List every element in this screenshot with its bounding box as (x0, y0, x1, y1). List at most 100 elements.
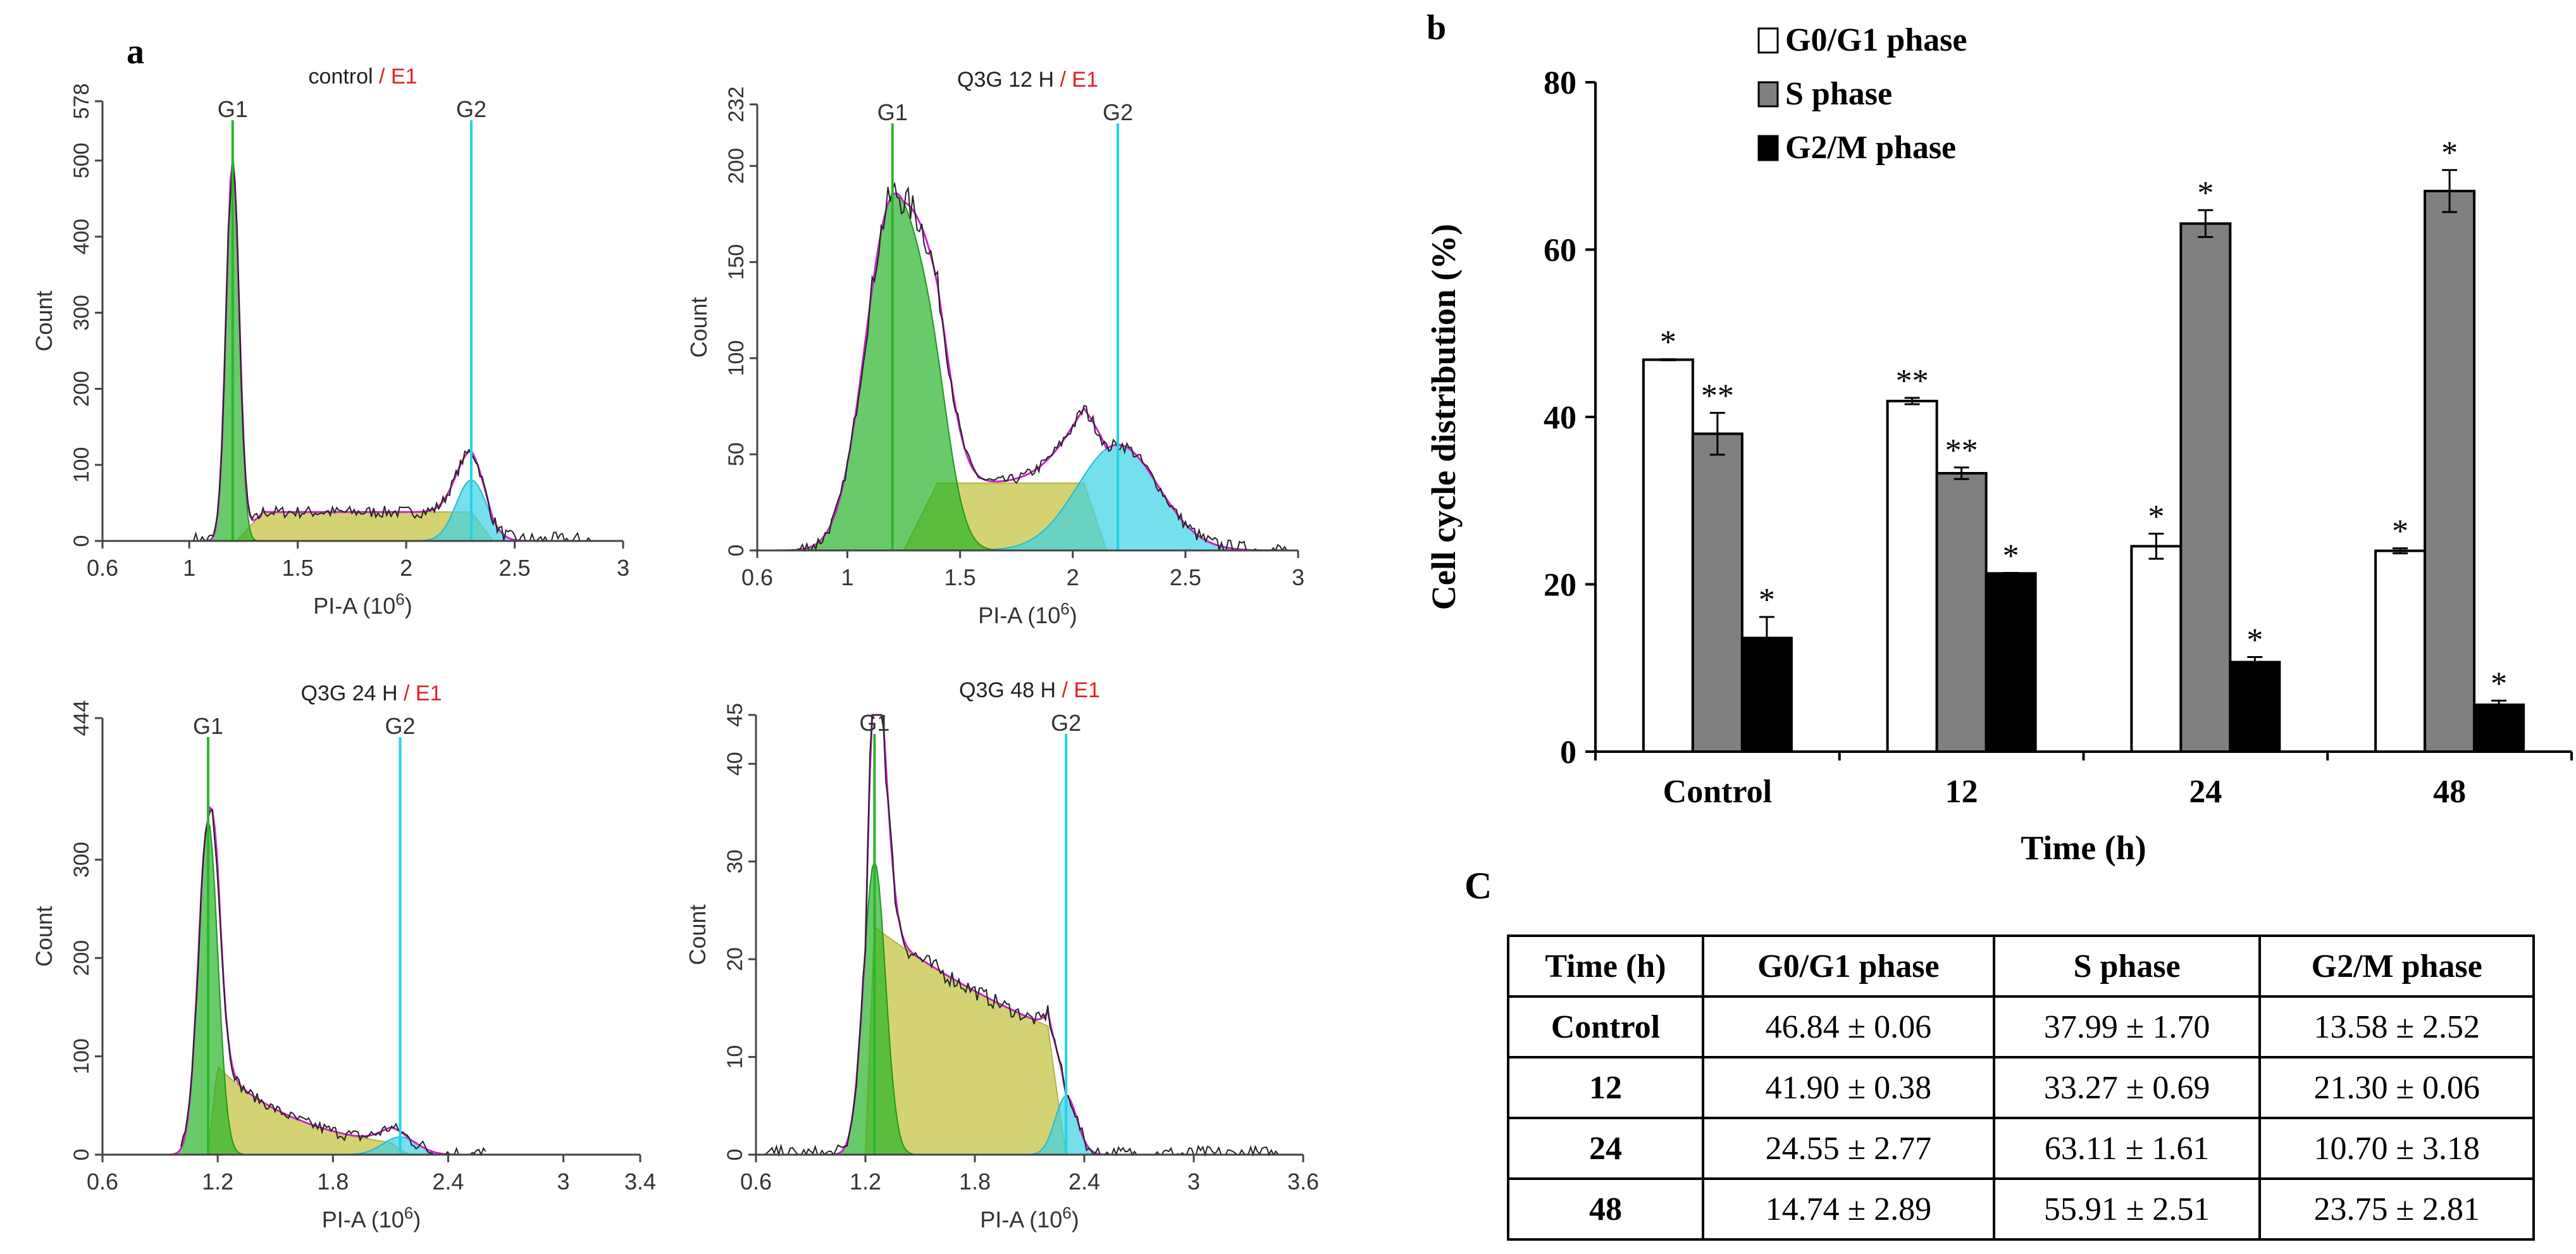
x-tick-label: 3 (557, 1169, 570, 1195)
x-tick-label: 1.8 (959, 1169, 991, 1195)
significance-label: ** (1896, 363, 1929, 399)
histogram-data-line (764, 714, 1292, 1157)
bar (2130, 545, 2183, 753)
bar (2374, 549, 2427, 753)
histogram-panel: Q3G 48 H / E1 G1 G2 0.6 1.2 1.8 2.4 3 3.6 0 10 20 30… (684, 678, 1319, 1232)
table-cell: 23.75 ± 2.81 (2258, 1177, 2535, 1241)
histogram-title-gate: / E1 (379, 65, 417, 89)
bar (1886, 399, 1938, 753)
table-cell-time: Control (1507, 995, 1704, 1058)
significance-label: * (2148, 499, 2164, 535)
y-tick-label: 20 (723, 947, 747, 971)
y-tick-label: 200 (70, 371, 94, 407)
x-tick-label: 0.6 (87, 555, 118, 581)
marker-label: G2 (385, 713, 416, 739)
table-cell: 55.91 ± 2.51 (1992, 1177, 2262, 1241)
x-tick-label: 1.5 (944, 564, 976, 590)
y-tick-label: 45 (723, 703, 747, 727)
histogram-title-text: Q3G 24 H (301, 681, 404, 705)
significance-label: ** (1945, 433, 1978, 469)
y-tick-label: 30 (723, 850, 747, 874)
table-header-g2m: G2/M phase (2258, 934, 2535, 998)
significance-label: ** (1701, 378, 1734, 414)
x-label-exponent: 6 (395, 590, 404, 609)
histogram-fit-line (102, 160, 623, 542)
bar (1642, 358, 1694, 753)
histogram-y-label: Count (31, 906, 57, 967)
bar (2424, 189, 2476, 753)
significance-label: * (2491, 666, 2507, 702)
x-tick-label: 0.6 (87, 1169, 118, 1195)
y-tick-label: 578 (70, 84, 94, 120)
marker-label: G1 (859, 710, 889, 736)
table-cell: 63.11 ± 1.61 (1992, 1117, 2262, 1180)
histogram-data-line (193, 153, 591, 543)
y-tick-label: 500 (70, 142, 94, 178)
legend-swatch (1757, 27, 1779, 54)
table-row: 24 24.55 ± 2.77 63.11 ± 1.61 10.70 ± 3.1… (1507, 1117, 2535, 1180)
table-cell: 21.30 ± 0.06 (2258, 1056, 2535, 1119)
x-tick-label: 1.2 (850, 1169, 881, 1195)
histogram-y-label: Count (31, 290, 57, 351)
significance-label: * (1660, 325, 1676, 361)
panel-label-a: a (127, 32, 144, 71)
table-cell: 24.55 ± 2.77 (1701, 1117, 1995, 1180)
y-tick-label: 0 (724, 545, 748, 557)
histogram-y-label: Count (684, 904, 710, 965)
marker-label: G2 (456, 96, 486, 122)
x-label-unit: (10 (371, 1207, 404, 1232)
x-label-exponent: 6 (404, 1203, 413, 1222)
x-tick-label: 1.2 (202, 1169, 233, 1195)
y-tick-label: 10 (723, 1045, 747, 1069)
significance-label: * (2003, 538, 2019, 574)
bar-y-tick-label: 20 (1544, 568, 1576, 604)
table-header-s: S phase (1992, 934, 2262, 998)
marker-label: G1 (877, 99, 908, 125)
y-tick-label: 400 (70, 219, 94, 255)
table-header-row: Time (h) G0/G1 phase S phase G2/M phase (1507, 934, 2535, 998)
histogram-title: control / E1 (309, 65, 418, 89)
y-tick-label: 0 (70, 1149, 94, 1161)
y-tick-label: 232 (724, 87, 748, 123)
x-tick-label: 0.6 (741, 564, 773, 590)
bar-y-tick-label: 0 (1560, 735, 1576, 771)
x-label-unit: (10 (1029, 1207, 1062, 1232)
table-cell: 14.74 ± 2.89 (1701, 1177, 1995, 1241)
y-tick-label: 100 (724, 340, 748, 376)
histogram-title-gate: / E1 (1062, 678, 1100, 702)
table-cell: 46.84 ± 0.06 (1701, 995, 1995, 1058)
legend-swatch (1757, 81, 1779, 108)
bar-category-label: 12 (1945, 774, 1978, 810)
x-tick-label: 2 (400, 555, 412, 581)
legend-label: G0/G1 phase (1785, 22, 1967, 58)
x-tick-label: 1 (183, 555, 195, 581)
y-tick-label: 300 (70, 295, 94, 331)
panel-label-b: b (1427, 8, 1446, 47)
table-row: 12 41.90 ± 0.38 33.27 ± 0.69 21.30 ± 0.0… (1507, 1056, 2535, 1119)
y-tick-label: 200 (724, 148, 748, 184)
bar-y-tick-label: 40 (1544, 400, 1576, 436)
y-tick-label: 200 (70, 940, 94, 976)
x-tick-label: 1.5 (282, 555, 314, 581)
bar-chart: 0 20 40 60 80 Control 12 24 48 Time (h) Cell cycle… (1425, 22, 2573, 867)
histogram-panel: Q3G 12 H / E1 G1 G2 0.6 1 1.5 2 2.5 3 0 50 100 150 20… (686, 68, 1304, 628)
histogram-y-label: Count (686, 297, 712, 357)
table-cell: 13.58 ± 2.52 (2258, 995, 2535, 1058)
legend-label: S phase (1785, 76, 1892, 112)
bar (1935, 472, 1988, 754)
histogram-title: Q3G 24 H / E1 (301, 681, 442, 705)
table-cell: 37.99 ± 1.70 (1992, 995, 2262, 1058)
x-tick-label: 2 (1067, 564, 1079, 590)
table-cell-time: 24 (1507, 1117, 1704, 1180)
cell-cycle-table: Time (h) G0/G1 phase S phase G2/M phase … (1507, 934, 2535, 1241)
table-row: Control 46.84 ± 0.06 37.99 ± 1.70 13.58 … (1507, 995, 2535, 1058)
x-tick-label: 1 (841, 564, 853, 590)
marker-label: G1 (193, 713, 223, 739)
y-tick-label: 100 (70, 447, 94, 483)
x-label-close: ) (1072, 1207, 1079, 1232)
significance-label: * (2441, 135, 2458, 171)
histogram-g1-area (102, 818, 640, 1155)
histogram-title-gate: / E1 (404, 681, 442, 705)
x-tick-label: 3 (1187, 1169, 1200, 1195)
bar (2473, 703, 2525, 753)
